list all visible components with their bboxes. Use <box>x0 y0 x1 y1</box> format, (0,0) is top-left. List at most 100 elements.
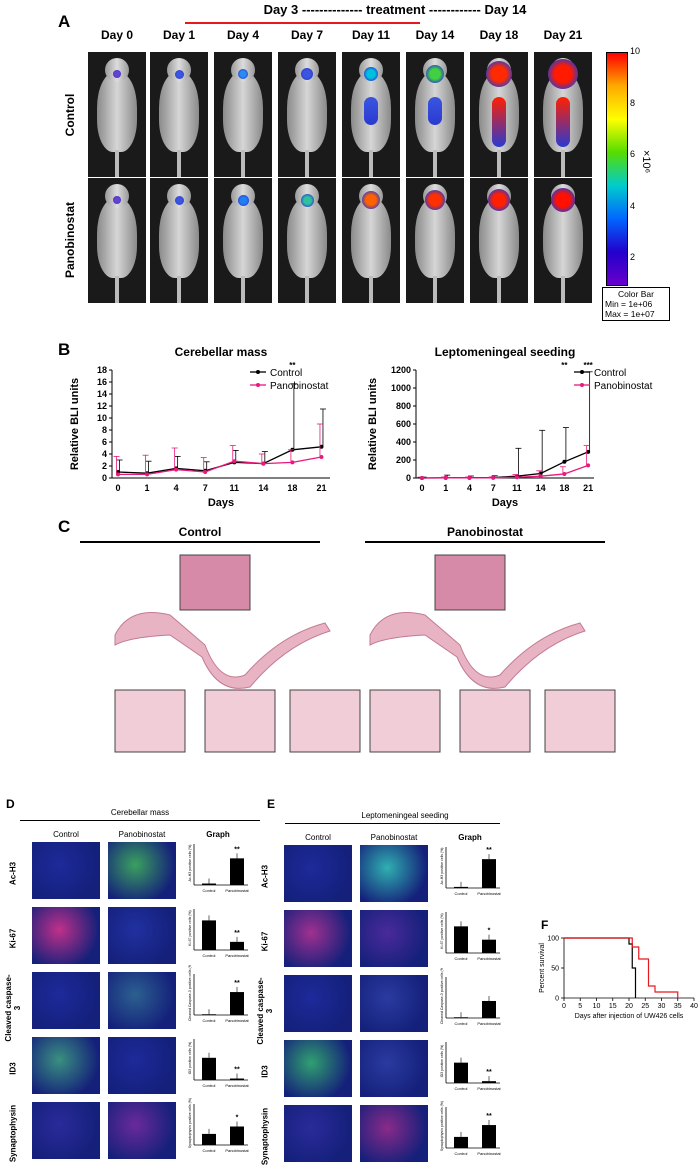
y-tick-label: 0 <box>102 473 107 483</box>
micrograph-tile <box>32 1037 100 1094</box>
bar-x-label: Control <box>455 1151 468 1156</box>
bar-y-label: Cleaved Caspase-3 positive cells (%) <box>440 967 444 1024</box>
mouse-image-control <box>150 52 208 177</box>
column-header: Graph <box>206 830 230 839</box>
legend-marker <box>256 383 260 387</box>
panel-c-control-rule <box>80 541 320 543</box>
y-tick-label: 100 <box>547 936 559 943</box>
bar-x-label: Control <box>203 1083 216 1088</box>
micrograph-tile <box>284 1105 352 1162</box>
colorbar-unit: ×10⁶ <box>640 150 652 174</box>
row-label: Ac-H3 <box>8 861 18 885</box>
x-tick-label: 25 <box>641 1003 649 1010</box>
mouse-image-panobinostat <box>534 178 592 303</box>
micrograph-tile <box>360 1105 428 1162</box>
x-tick-label: 5 <box>578 1003 582 1010</box>
significance-marker: * <box>236 1115 239 1122</box>
x-axis-label: Days <box>492 497 518 509</box>
y-tick-label: 14 <box>97 389 107 399</box>
panel-e-rule <box>285 823 500 824</box>
x-tick-label: 11 <box>230 483 240 493</box>
y-tick-label: 4 <box>102 449 107 459</box>
control-inset <box>204 689 276 753</box>
column-header: Control <box>305 833 331 842</box>
mouse-image-panobinostat <box>278 178 336 303</box>
y-tick-label: 0 <box>406 473 411 483</box>
data-point <box>319 444 324 449</box>
micrograph-tile <box>32 842 100 899</box>
bar-x-label: Panobinostat <box>225 1018 249 1023</box>
micrograph-tile <box>360 910 428 967</box>
row-label: ID3 <box>8 1061 18 1075</box>
day-label: Day 4 <box>226 28 260 42</box>
y-tick-label: 400 <box>396 437 411 447</box>
day-label: Day 21 <box>543 28 583 42</box>
bar-y-label: Ki-67 positive cells (%) <box>440 912 444 949</box>
bli-chart-leptomeningeal: Leptomeningeal seeding 0 200 400 600 800 1000 1… <box>367 345 653 509</box>
bar-y-label: Synaptophysin positive cells (%) <box>440 1100 444 1151</box>
row-label: Synaptophysin <box>8 1104 18 1162</box>
histology-sections <box>114 554 616 753</box>
day-label: Day 0 <box>100 28 134 42</box>
mouse-image-control <box>406 52 464 177</box>
x-tick-label: 21 <box>583 483 593 493</box>
mouse-image-control <box>470 52 528 177</box>
bar <box>454 1017 468 1018</box>
significance-marker: ** <box>289 361 296 370</box>
y-tick-label: 1200 <box>391 365 411 375</box>
y-tick-label: 10 <box>97 413 107 423</box>
panel-d-rule <box>20 820 260 821</box>
legend-marker <box>580 370 584 374</box>
data-point <box>203 470 208 474</box>
significance-marker: *** <box>583 361 593 370</box>
panobinostat-section <box>369 612 586 689</box>
y-axis-label: Percent survival <box>539 943 546 993</box>
bar-graph: Control Panobinostat <box>445 977 502 1026</box>
bar-graph: Control Panobinostat ** <box>193 974 250 1023</box>
data-point <box>514 475 519 480</box>
x-tick-label: 11 <box>512 483 522 493</box>
data-point <box>562 459 567 464</box>
micrograph-tile <box>108 842 176 899</box>
bar <box>454 1062 468 1083</box>
data-point <box>174 467 179 472</box>
survival-chart: 0 50 100 0 5 10 15 20 25 30 35 40 Percent survival Da… <box>539 936 698 1021</box>
panel-d-title: Cerebellar mass <box>110 808 170 817</box>
bar <box>454 1136 468 1148</box>
bar-x-label: Panobinostat <box>477 1021 501 1026</box>
micrograph-tile <box>284 910 352 967</box>
panel-e-title: Leptomeningeal seeding <box>361 811 449 820</box>
survival-curve <box>564 937 637 998</box>
bar-graph: Control Panobinostat ** <box>445 1107 502 1156</box>
y-tick-label: 16 <box>97 377 107 387</box>
x-tick-label: 18 <box>559 483 569 493</box>
bar-graph: Control Panobinostat * <box>193 1104 250 1153</box>
bar-x-label: Panobinostat <box>477 1086 501 1091</box>
micrograph-tile <box>32 972 100 1029</box>
significance-marker: ** <box>234 980 240 987</box>
x-tick-label: 14 <box>536 483 546 493</box>
bar <box>230 941 244 950</box>
micrograph-tile <box>360 845 428 902</box>
bar-x-label: Control <box>203 1148 216 1153</box>
row-label-control: Control <box>63 93 77 137</box>
panobinostat-inset <box>459 689 531 753</box>
data-point <box>491 475 496 480</box>
x-axis-label: Days after injection of UW426 cells <box>575 1013 684 1020</box>
row-label-panobinostat: Panobinostat <box>63 202 77 279</box>
significance-marker: ** <box>486 1069 492 1076</box>
bar-graph: Control Panobinostat ** <box>193 844 250 893</box>
y-tick-label: 200 <box>396 455 411 465</box>
x-tick-label: 1 <box>145 483 150 493</box>
micrograph-tile <box>360 975 428 1032</box>
treatment-banner: Day 3 -------------- treatment ---------… <box>263 2 527 17</box>
mouse-image-control <box>278 52 336 177</box>
panel-c-control-title: Control <box>178 525 222 539</box>
bar <box>454 886 468 888</box>
column-header: Panobinostat <box>370 833 418 842</box>
row-label: Ac-H3 <box>260 864 270 888</box>
x-tick-label: 10 <box>593 1003 601 1010</box>
y-tick-label: 2 <box>102 461 107 471</box>
mouse-image-control <box>88 52 146 177</box>
bar-y-label: ID3 positive cells (%) <box>188 1041 192 1074</box>
